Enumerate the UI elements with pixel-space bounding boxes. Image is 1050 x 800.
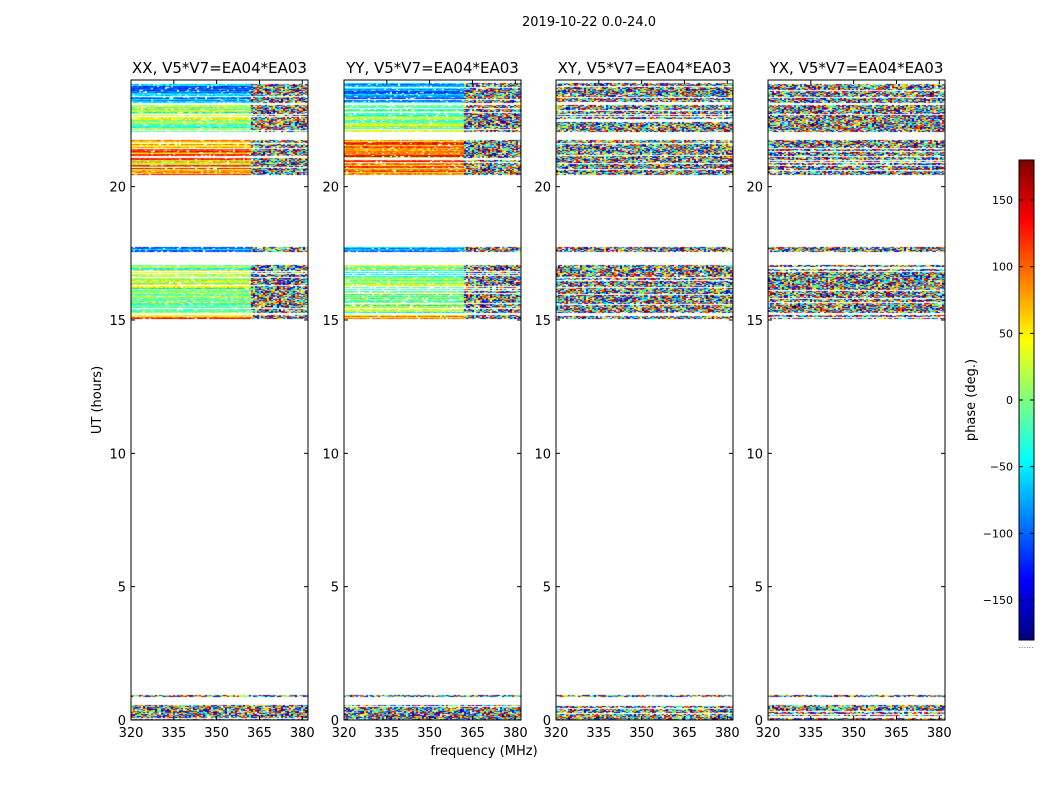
y-tick-label: 5	[118, 581, 126, 596]
x-tick-label: 335	[798, 726, 823, 741]
panel-yy: YY, V5*V7=EA04*EA03 320 335 350 365 380 0 5 10 15…	[322, 59, 527, 741]
axes-frame	[343, 79, 522, 721]
colorbar-tick-label: 0	[1006, 394, 1013, 407]
x-tick-label: 335	[374, 726, 399, 741]
panel-xy: XY, V5*V7=EA04*EA03 320 335 350 365 380 0 5 10 15…	[534, 59, 739, 741]
colorbar-tick-label: 50	[999, 327, 1013, 340]
colorbar-tick-label: 150	[992, 194, 1013, 207]
y-tick-label: 5	[755, 581, 763, 596]
x-tick-label: 335	[161, 726, 186, 741]
colorbar-tick-label: −150	[983, 594, 1013, 607]
panel-yx: YX, V5*V7=EA04*EA03 320 335 350 365 380 0 5 10 15…	[746, 59, 951, 741]
y-tick-label: 10	[322, 447, 339, 462]
x-tick-label: 380	[715, 726, 740, 741]
colorbar-tick-label: −50	[990, 461, 1013, 474]
panel-title: YY, V5*V7=EA04*EA03	[345, 59, 519, 77]
colorbar: 150 100 50 0 −50 −100 −150 phase (deg.) ......	[964, 159, 1035, 650]
colorbar-tick-label: 100	[992, 261, 1013, 274]
y-tick-label: 20	[109, 181, 126, 196]
x-tick-label: 365	[884, 726, 909, 741]
x-tick-label: 320	[756, 726, 781, 741]
axes-frame	[555, 79, 734, 721]
y-tick-label: 10	[109, 447, 126, 462]
x-tick-label: 380	[290, 726, 315, 741]
y-tick-label: 0	[543, 714, 551, 729]
x-tick-label: 365	[460, 726, 485, 741]
x-tick-label: 350	[204, 726, 229, 741]
axes-frame	[130, 79, 309, 721]
x-tick-label: 320	[544, 726, 569, 741]
x-tick-label: 320	[119, 726, 144, 741]
y-tick-label: 15	[109, 314, 126, 329]
panel-title: XY, V5*V7=EA04*EA03	[558, 59, 732, 77]
x-tick-label: 365	[672, 726, 697, 741]
x-tick-label: 320	[332, 726, 357, 741]
y-tick-label: 10	[534, 447, 551, 462]
x-tick-label: 380	[927, 726, 952, 741]
colorbar-label: phase (deg.)	[964, 359, 979, 441]
panel-xx: XX, V5*V7=EA04*EA03 320 335 350 365 380 0 5 10 15…	[109, 59, 314, 741]
y-tick-label: 5	[331, 581, 339, 596]
axes-frame	[767, 79, 946, 721]
y-tick-label: 15	[746, 314, 763, 329]
suptitle: 2019-10-22 0.0-24.0	[522, 15, 656, 30]
x-tick-label: 365	[247, 726, 272, 741]
x-tick-label: 335	[586, 726, 611, 741]
x-tick-label: 350	[841, 726, 866, 741]
colorbar-ticks: 150 100 50 0 −50 −100 −150	[983, 194, 1034, 607]
y-tick-label: 5	[543, 581, 551, 596]
heatmap-image-yy	[344, 80, 521, 720]
y-tick-label: 15	[322, 314, 339, 329]
colorbar-tick-label: −100	[983, 527, 1013, 540]
y-tick-label: 0	[118, 714, 126, 729]
y-tick-label: 10	[746, 447, 763, 462]
panels: XX, V5*V7=EA04*EA03 320 335 350 365 380 0 5 10 15…	[109, 59, 951, 741]
panel-title: XX, V5*V7=EA04*EA03	[132, 59, 307, 77]
colorbar-footnote: ......	[1018, 641, 1033, 650]
x-axis-label: frequency (MHz)	[430, 744, 537, 759]
heatmap-image-xx	[131, 80, 308, 720]
y-tick-label: 0	[331, 714, 339, 729]
panel-title: YX, V5*V7=EA04*EA03	[769, 59, 944, 77]
x-tick-label: 350	[629, 726, 654, 741]
y-axis-label: UT (hours)	[90, 366, 105, 434]
y-tick-label: 15	[534, 314, 551, 329]
x-tick-label: 380	[503, 726, 528, 741]
y-tick-label: 20	[322, 181, 339, 196]
x-tick-label: 350	[417, 726, 442, 741]
y-tick-label: 0	[755, 714, 763, 729]
y-tick-label: 20	[746, 181, 763, 196]
heatmap-image-yx	[768, 80, 945, 720]
heatmap-image-xy	[556, 80, 733, 720]
y-tick-label: 20	[534, 181, 551, 196]
